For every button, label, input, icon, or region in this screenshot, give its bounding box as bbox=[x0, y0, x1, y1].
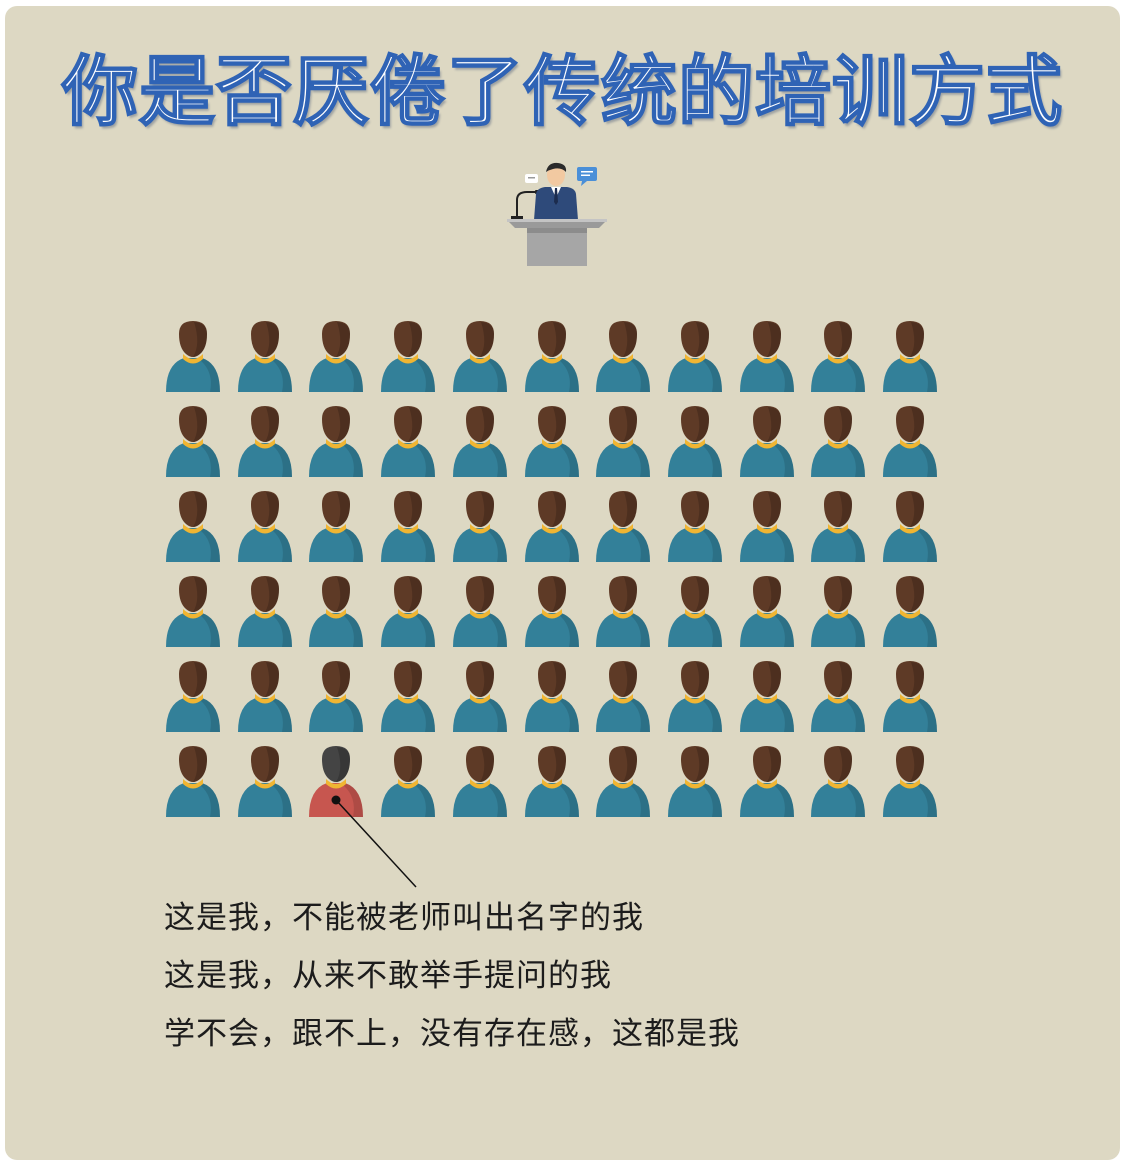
audience-person-icon bbox=[164, 745, 222, 819]
audience-person-icon bbox=[379, 575, 437, 649]
speaker-at-podium-icon bbox=[505, 162, 615, 276]
audience-person-icon bbox=[666, 660, 724, 734]
audience-person-icon bbox=[881, 405, 939, 479]
audience-person-icon bbox=[738, 745, 796, 819]
audience-person-icon bbox=[523, 405, 581, 479]
audience-person-icon bbox=[738, 405, 796, 479]
audience-person-icon bbox=[881, 660, 939, 734]
audience-person-icon bbox=[594, 405, 652, 479]
audience-person-icon bbox=[666, 490, 724, 564]
audience-person-icon bbox=[236, 660, 294, 734]
audience-person-icon bbox=[523, 320, 581, 394]
audience-person-icon bbox=[164, 575, 222, 649]
audience-person-icon bbox=[164, 405, 222, 479]
audience-person-icon bbox=[307, 320, 365, 394]
audience-person-icon bbox=[307, 660, 365, 734]
audience-person-icon bbox=[164, 320, 222, 394]
audience-person-icon bbox=[236, 490, 294, 564]
audience-person-icon bbox=[881, 320, 939, 394]
audience-person-icon bbox=[307, 575, 365, 649]
audience-person-icon bbox=[236, 405, 294, 479]
caption-line-2: 这是我，从来不敢举手提问的我 bbox=[164, 958, 612, 994]
caption-line-1: 这是我，不能被老师叫出名字的我 bbox=[164, 900, 644, 936]
audience-person-icon bbox=[809, 660, 867, 734]
audience-person-icon bbox=[451, 405, 509, 479]
audience-person-icon bbox=[809, 405, 867, 479]
audience-person-icon bbox=[523, 745, 581, 819]
audience-person-icon bbox=[666, 575, 724, 649]
audience-person-icon bbox=[307, 490, 365, 564]
audience-person-icon bbox=[809, 490, 867, 564]
audience-grid bbox=[164, 320, 942, 820]
audience-person-icon bbox=[451, 320, 509, 394]
audience-person-icon bbox=[451, 490, 509, 564]
highlighted-person-icon bbox=[307, 745, 365, 819]
audience-person-icon bbox=[523, 575, 581, 649]
audience-person-icon bbox=[307, 405, 365, 479]
audience-person-icon bbox=[523, 660, 581, 734]
audience-person-icon bbox=[881, 575, 939, 649]
audience-person-icon bbox=[738, 575, 796, 649]
audience-person-icon bbox=[379, 490, 437, 564]
audience-person-icon bbox=[594, 320, 652, 394]
audience-person-icon bbox=[451, 745, 509, 819]
caption-block: 这是我，不能被老师叫出名字的我 这是我，从来不敢举手提问的我 学不会，跟不上，没… bbox=[164, 893, 740, 1067]
audience-person-icon bbox=[164, 490, 222, 564]
audience-person-icon bbox=[594, 745, 652, 819]
audience-person-icon bbox=[594, 490, 652, 564]
audience-person-icon bbox=[666, 320, 724, 394]
audience-person-icon bbox=[164, 660, 222, 734]
audience-person-icon bbox=[594, 660, 652, 734]
audience-person-icon bbox=[379, 320, 437, 394]
audience-person-icon bbox=[738, 490, 796, 564]
audience-person-icon bbox=[738, 660, 796, 734]
audience-person-icon bbox=[451, 660, 509, 734]
audience-person-icon bbox=[881, 745, 939, 819]
audience-person-icon bbox=[738, 320, 796, 394]
audience-person-icon bbox=[523, 490, 581, 564]
page-title: 你是否厌倦了传统的培训方式 bbox=[61, 46, 1063, 137]
audience-person-icon bbox=[379, 745, 437, 819]
audience-person-icon bbox=[809, 575, 867, 649]
audience-person-icon bbox=[379, 405, 437, 479]
audience-person-icon bbox=[379, 660, 437, 734]
audience-person-icon bbox=[236, 575, 294, 649]
audience-person-icon bbox=[236, 320, 294, 394]
audience-person-icon bbox=[666, 405, 724, 479]
caption-line-3: 学不会，跟不上，没有存在感，这都是我 bbox=[164, 1016, 740, 1052]
audience-person-icon bbox=[451, 575, 509, 649]
audience-person-icon bbox=[666, 745, 724, 819]
audience-person-icon bbox=[809, 320, 867, 394]
audience-person-icon bbox=[236, 745, 294, 819]
audience-person-icon bbox=[594, 575, 652, 649]
audience-person-icon bbox=[881, 490, 939, 564]
audience-person-icon bbox=[809, 745, 867, 819]
